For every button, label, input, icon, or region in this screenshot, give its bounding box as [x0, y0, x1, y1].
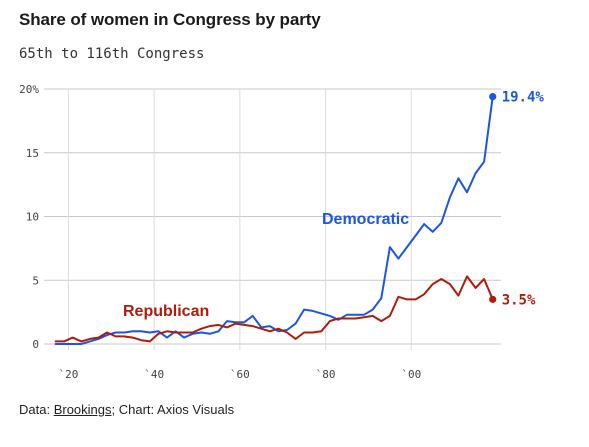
- y-tick-label: 10: [26, 211, 39, 224]
- series-label-democratic: Democratic: [322, 211, 409, 228]
- series-layer: [54, 93, 497, 345]
- x-tick-label: `80: [316, 368, 336, 381]
- footer-prefix: Data:: [19, 402, 54, 417]
- source-link[interactable]: Brookings: [53, 402, 112, 417]
- grid-layer: [44, 88, 501, 350]
- series-label-republican: Republican: [123, 303, 209, 320]
- y-tick-label: 15: [26, 147, 39, 160]
- x-tick-label: `00: [401, 368, 421, 381]
- x-tick-label: `20: [58, 368, 78, 381]
- end-value-label-democratic: 19.4%: [502, 90, 545, 106]
- end-point-republican: [489, 295, 497, 303]
- end-point-democratic: [489, 93, 497, 101]
- y-tick-label: 0: [32, 338, 39, 351]
- chart-title: Share of women in Congress by party: [19, 10, 321, 29]
- footer-suffix: ; Chart: Axios Visuals: [111, 402, 235, 417]
- x-tick-label: `60: [230, 368, 250, 381]
- series-line-democratic: [54, 95, 494, 345]
- end-value-label-republican: 3.5%: [502, 292, 536, 308]
- x-tick-label: `40: [144, 368, 164, 381]
- chart-footer: Data: Brookings; Chart: Axios Visuals: [19, 402, 234, 417]
- y-tick-label: 20%: [19, 83, 39, 96]
- y-tick-label: 5: [32, 274, 39, 287]
- series-line-republican: [54, 275, 494, 343]
- chart-subtitle: 65th to 116th Congress: [19, 46, 205, 62]
- label-layer: 0 5 10 15 20% `20 `40 `60 `80 `00 19.4% Democratic 3…: [19, 83, 544, 381]
